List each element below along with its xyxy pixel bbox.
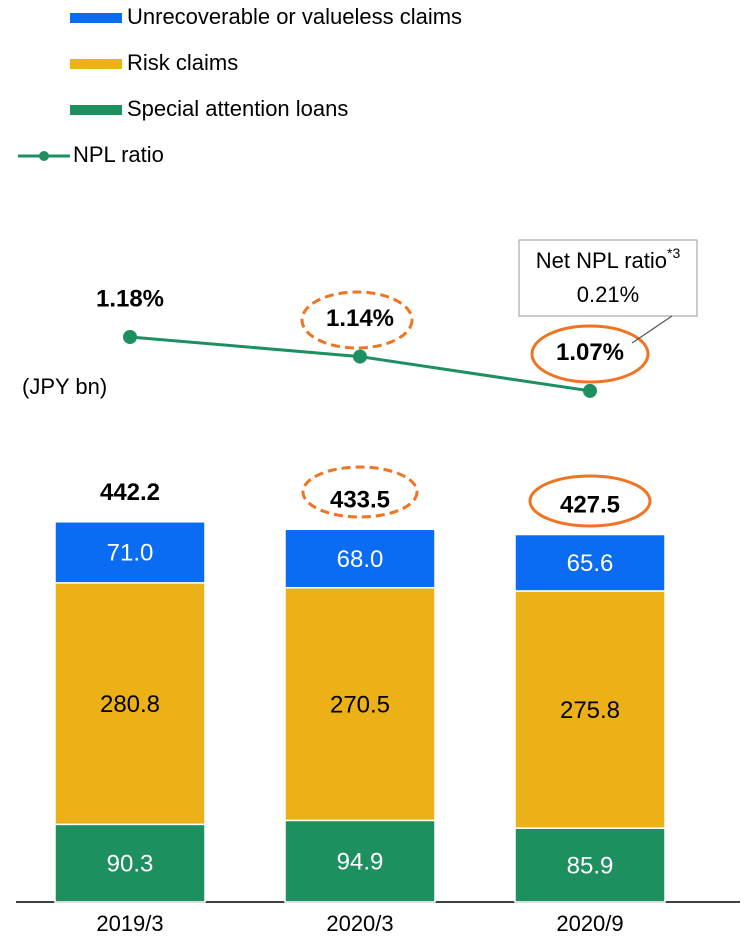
segment-label: 71.0: [107, 540, 154, 567]
ratio-point: [123, 330, 137, 344]
annotation-value: 0.21%: [577, 282, 639, 307]
x-tick-label: 2019/3: [96, 911, 163, 936]
bar-segment: [54, 582, 206, 826]
legend-swatch: [70, 59, 122, 69]
annotation-text: Net NPL ratio*3: [536, 245, 681, 273]
bar-segment: [284, 587, 436, 822]
legend-swatch: [70, 13, 122, 23]
annotation-box: [518, 239, 698, 317]
total-label: 427.5: [560, 492, 620, 519]
legend-label: Special attention loans: [127, 96, 348, 121]
bar-segment: [284, 819, 436, 903]
highlight-ellipse: [301, 465, 419, 519]
legend-label: NPL ratio: [73, 142, 164, 167]
bar-segment: [54, 823, 206, 903]
bar-segment: [514, 590, 666, 829]
segment-label: 270.5: [330, 691, 390, 718]
legend-label: Unrecoverable or valueless claims: [127, 4, 462, 29]
annotation-superscript: *3: [667, 245, 680, 261]
annotation-leader: [631, 315, 673, 344]
x-tick-label: 2020/3: [326, 911, 393, 936]
legend-label: Risk claims: [127, 50, 238, 75]
total-label: 433.5: [330, 487, 390, 514]
highlight-ellipse: [300, 290, 414, 350]
segment-label: 68.0: [337, 546, 384, 573]
ratio-label: 1.07%: [556, 339, 624, 366]
legend-swatch: [70, 105, 122, 115]
segment-label: 85.9: [567, 852, 614, 879]
segment-label: 275.8: [560, 697, 620, 724]
bar-segment: [514, 533, 666, 592]
bar-segment: [284, 528, 436, 589]
highlight-ellipse: [530, 324, 650, 384]
segment-label: 280.8: [100, 691, 160, 718]
x-tick-label: 2020/9: [556, 911, 623, 936]
units-label: (JPY bn): [22, 374, 107, 399]
ratio-label: 1.14%: [326, 305, 394, 332]
bar-segment: [54, 521, 206, 584]
highlight-ellipse: [528, 474, 652, 528]
ratio-point: [583, 383, 597, 398]
segment-label: 90.3: [107, 851, 154, 878]
ratio-line: [129, 335, 591, 393]
annotation-label: Net NPL ratio: [536, 248, 667, 273]
segment-label: 94.9: [337, 849, 384, 876]
total-label: 442.2: [100, 479, 160, 506]
segment-label: 65.6: [567, 550, 614, 577]
ratio-point: [353, 349, 367, 364]
legend-dot: [39, 151, 49, 161]
ratio-label: 1.18%: [96, 285, 164, 312]
